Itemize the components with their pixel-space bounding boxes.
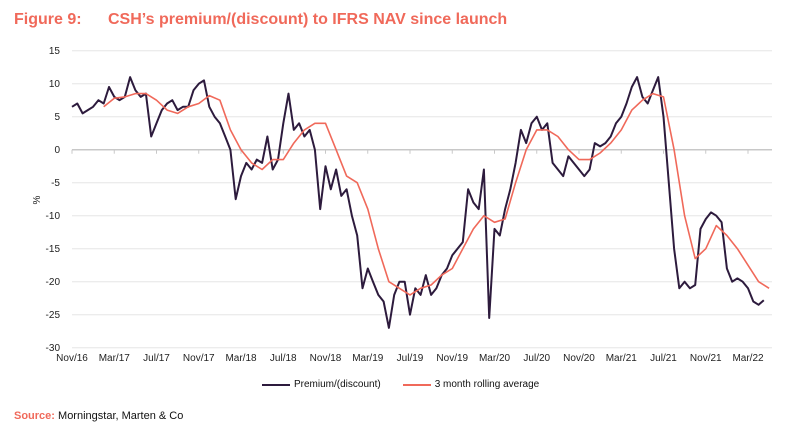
source-text: Morningstar, Marten & Co: [58, 410, 184, 422]
x-tick-label: Mar/20: [479, 353, 511, 364]
source-note: Source: Morningstar, Marten & Co: [14, 410, 183, 422]
x-tick-label: Jul/18: [270, 353, 297, 364]
source-label: Source:: [14, 410, 55, 422]
y-tick-label: -10: [46, 211, 61, 222]
x-tick-label: Mar/22: [732, 353, 764, 364]
legend: Premium/(discount) 3 month rolling avera…: [262, 379, 539, 390]
figure-title: Figure 9: CSH’s premium/(discount) to IFR…: [14, 11, 507, 29]
y-tick-label: 0: [54, 145, 60, 156]
y-axis-label: %: [32, 195, 43, 204]
x-tick-label: Nov/19: [436, 353, 468, 364]
x-tick-label: Jul/17: [143, 353, 170, 364]
x-tick-label: Jul/21: [650, 353, 677, 364]
legend-item-average: 3 month rolling average: [402, 379, 540, 390]
x-tick-label: Mar/18: [225, 353, 257, 364]
y-tick-label: 5: [54, 112, 60, 123]
legend-label-average: 3 month rolling average: [434, 379, 540, 390]
y-tick-label: -5: [51, 178, 60, 189]
legend-item-premium: Premium/(discount): [262, 379, 381, 390]
figure-title-text: CSH’s premium/(discount) to IFRS NAV sin…: [108, 11, 508, 28]
x-tick-label: Nov/21: [690, 353, 722, 364]
y-tick-label: -20: [46, 277, 61, 288]
x-tick-label: Jul/19: [397, 353, 424, 364]
x-tick-label: Mar/17: [99, 353, 131, 364]
x-tick-label: Mar/21: [606, 353, 638, 364]
y-tick-label: -15: [46, 244, 61, 255]
x-tick-label: Nov/16: [56, 353, 88, 364]
x-tick-label: Nov/20: [563, 353, 595, 364]
y-tick-label: -30: [46, 343, 61, 354]
legend-swatch-premium: [262, 383, 290, 386]
x-tick-label: Jul/20: [523, 353, 550, 364]
legend-swatch-average: [402, 383, 431, 386]
rolling-average-line: [103, 92, 770, 296]
y-tick-label: 15: [49, 46, 61, 57]
legend-label-premium: Premium/(discount): [294, 379, 381, 390]
x-tick-label: Mar/19: [352, 353, 384, 364]
x-tick-label: Nov/18: [310, 353, 342, 364]
x-tick-label: Nov/17: [183, 353, 215, 364]
y-tick-label: 10: [49, 79, 61, 90]
figure-number: Figure 9:: [14, 11, 82, 28]
y-tick-label: -25: [46, 310, 61, 321]
